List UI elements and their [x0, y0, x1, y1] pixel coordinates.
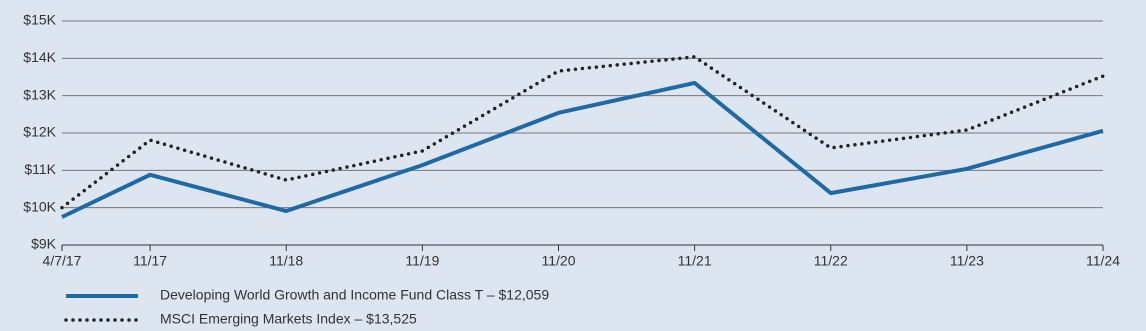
- x-tick-label: 11/23: [950, 253, 984, 269]
- x-tick-label: 11/18: [269, 253, 303, 269]
- legend-label: Developing World Growth and Income Fund …: [160, 287, 549, 303]
- legend-label: MSCI Emerging Markets Index – $13,525: [160, 311, 417, 327]
- x-tick-label: 11/22: [814, 253, 848, 269]
- series-line: [61, 80, 1104, 219]
- y-tick-label: $14K: [23, 49, 56, 65]
- series-line: [60, 55, 1105, 210]
- x-tick-label: 4/7/17: [43, 253, 82, 269]
- x-tick-label: 11/24: [1086, 253, 1120, 269]
- x-tick-label: 11/21: [678, 253, 712, 269]
- x-tick-label: 11/19: [405, 253, 439, 269]
- y-tick-label: $12K: [23, 124, 56, 140]
- y-tick-label: $9K: [31, 236, 57, 252]
- y-tick-label: $13K: [23, 86, 56, 102]
- y-tick-label: $10K: [23, 198, 56, 214]
- x-tick-label: 11/20: [541, 253, 575, 269]
- y-tick-label: $11K: [24, 161, 56, 177]
- x-tick-label: 11/17: [133, 253, 167, 269]
- y-tick-label: $15K: [23, 12, 56, 28]
